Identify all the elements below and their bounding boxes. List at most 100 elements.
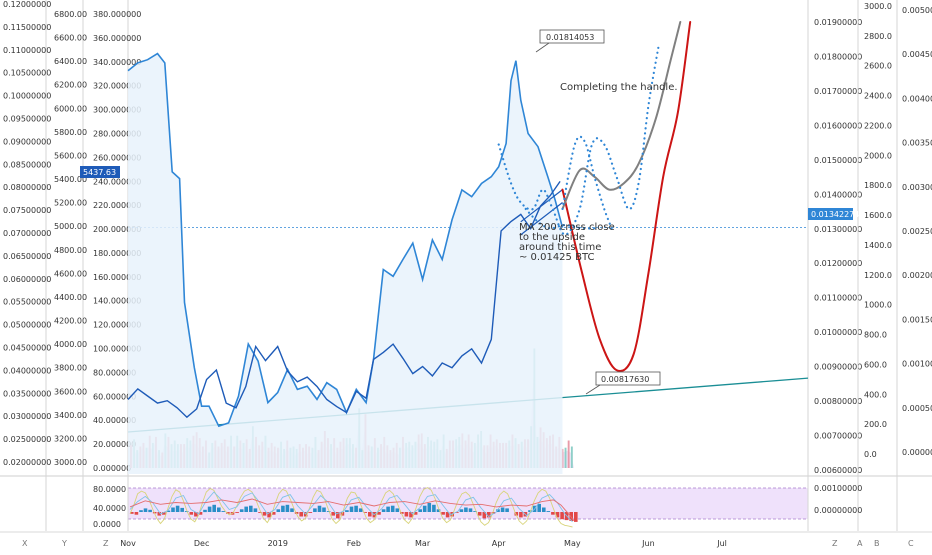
- red-projection-curve: [561, 21, 692, 372]
- histogram-bar: [459, 509, 464, 512]
- axis6-tick-label: 0.0015000: [902, 315, 932, 324]
- axis4-tick-label: 0.01200000: [814, 259, 862, 268]
- histogram-bar: [194, 512, 198, 517]
- osc-left-tick-label: 0.0000: [93, 520, 121, 529]
- footer-button-z-right[interactable]: Z: [832, 539, 838, 548]
- x-tick-label: 2019: [268, 539, 288, 548]
- histogram-bar: [262, 512, 267, 516]
- histogram-bar: [418, 509, 422, 512]
- histogram-bar: [413, 512, 418, 515]
- axis1-tick-label: 0.11500000: [3, 23, 51, 32]
- x-tick-label: Jun: [641, 539, 655, 548]
- footer-button-c[interactable]: C: [908, 539, 914, 548]
- histogram-bar: [148, 509, 152, 513]
- histogram-bar: [162, 512, 166, 515]
- histogram-bar: [322, 507, 326, 512]
- histogram-bar: [528, 510, 532, 512]
- histogram-bar: [313, 508, 317, 512]
- axis3-tick-label: 0.000000: [93, 464, 131, 473]
- top-value-label: 0.01814053: [546, 33, 594, 42]
- axis6-tick-label: 0.0050000: [902, 6, 932, 15]
- axis2-tick-label: 3400.00: [54, 411, 87, 420]
- footer-button-b[interactable]: B: [874, 539, 880, 548]
- axis1-tick-label: 0.08000000: [3, 183, 51, 192]
- histogram-bar: [226, 512, 230, 514]
- footer-button-x[interactable]: X: [22, 539, 28, 548]
- axis1-tick-label: 0.10500000: [3, 69, 51, 78]
- axis3-tick-label: 300.000000: [93, 106, 141, 115]
- axis4-tick-label: 0.00600000: [814, 466, 862, 475]
- axis5-tick-label: 1200.0: [864, 271, 892, 280]
- axis1-tick-label: 0.04500000: [3, 344, 51, 353]
- axis3-tick-label: 240.000000: [93, 177, 141, 186]
- axis2-tick-label: 5400.00: [54, 175, 87, 184]
- histogram-bar: [487, 512, 491, 518]
- axis5-tick-label: 1800.0: [864, 181, 892, 190]
- x-tick-label: Nov: [120, 539, 136, 548]
- axis6-tick-label: 0.0020000: [902, 271, 932, 280]
- handle-annotation: Completing the handle.: [560, 82, 678, 93]
- axis2-tick-label: 6800.00: [54, 10, 87, 19]
- axis1-tick-label: 0.06500000: [3, 252, 51, 261]
- histogram-bar: [285, 504, 290, 512]
- histogram-bar: [336, 512, 340, 519]
- axis3-tick-label: 340.000000: [93, 58, 141, 67]
- gray-projection-curve: [561, 21, 682, 210]
- footer-button-a[interactable]: A: [857, 539, 863, 548]
- histogram-bar: [390, 505, 395, 512]
- axis5-tick-label: 2600.0: [864, 62, 892, 71]
- axis5-tick-label: 600.0: [864, 360, 887, 369]
- histogram-bar: [422, 505, 427, 512]
- bottom-value-box: [595, 371, 661, 386]
- axis2-tick-label: 3000.00: [54, 458, 87, 467]
- axis3-tick-label: 280.000000: [93, 129, 141, 138]
- axis4-tick-label: 0.01600000: [814, 121, 862, 130]
- axis1-tick-label: 0.08500000: [3, 160, 51, 169]
- histogram-bar: [331, 512, 335, 516]
- right-price-badge-text: 0.01342274: [811, 210, 859, 219]
- axis2-tick-label: 5600.00: [54, 151, 87, 160]
- histogram-bar: [349, 506, 354, 512]
- axis2-tick-label: 4800.00: [54, 246, 87, 255]
- footer-button-z[interactable]: Z: [103, 539, 109, 548]
- x-tick-label: Dec: [194, 539, 209, 548]
- axis1-tick-label: 0.06000000: [3, 275, 51, 284]
- histogram-bar: [281, 505, 285, 512]
- axis2-tick-label: 3200.00: [54, 434, 87, 443]
- histogram-bar: [368, 512, 372, 517]
- axis5-tick-label: 2200.0: [864, 121, 892, 130]
- axis6-tick-label: 0.0000000: [902, 448, 932, 457]
- histogram-bar: [404, 512, 409, 517]
- histogram-bar: [276, 509, 281, 512]
- axis1-tick-label: 0.10000000: [3, 92, 51, 101]
- histogram-bar: [290, 508, 294, 512]
- ma-annotation-line-2: to the upside: [519, 232, 585, 243]
- histogram-bar: [542, 507, 546, 512]
- oscillator-line: [129, 498, 575, 522]
- histogram-bar: [505, 508, 509, 512]
- axis5-tick-label: 800.0: [864, 331, 887, 340]
- axis3-tick-label: 120.000000: [93, 321, 141, 330]
- histogram-bar: [500, 507, 505, 512]
- histogram-bar: [395, 508, 400, 512]
- volume-bar: [564, 447, 567, 468]
- axis3-tick-label: 140.000000: [93, 297, 141, 306]
- histogram-bar: [198, 512, 203, 515]
- histogram-bar: [377, 512, 381, 515]
- histogram-bar: [381, 509, 386, 512]
- footer-button-y[interactable]: Y: [61, 539, 67, 548]
- osc-right-tick-label: 0.00000000: [814, 506, 862, 515]
- axis5-tick-label: 2800.0: [864, 32, 892, 41]
- histogram-bar: [560, 512, 564, 520]
- dotted-projection: [561, 135, 613, 230]
- usd-price-series: [127, 180, 561, 419]
- histogram-bar: [267, 512, 271, 518]
- axis2-tick-label: 6000.00: [54, 104, 87, 113]
- axis2-tick-label: 3800.00: [54, 364, 87, 373]
- histogram-bar: [551, 512, 555, 515]
- axis4-tick-label: 0.00700000: [814, 432, 862, 441]
- left-price-badge-bg: [80, 166, 120, 178]
- histogram-bar: [308, 512, 313, 513]
- x-tick-label: Feb: [347, 539, 361, 548]
